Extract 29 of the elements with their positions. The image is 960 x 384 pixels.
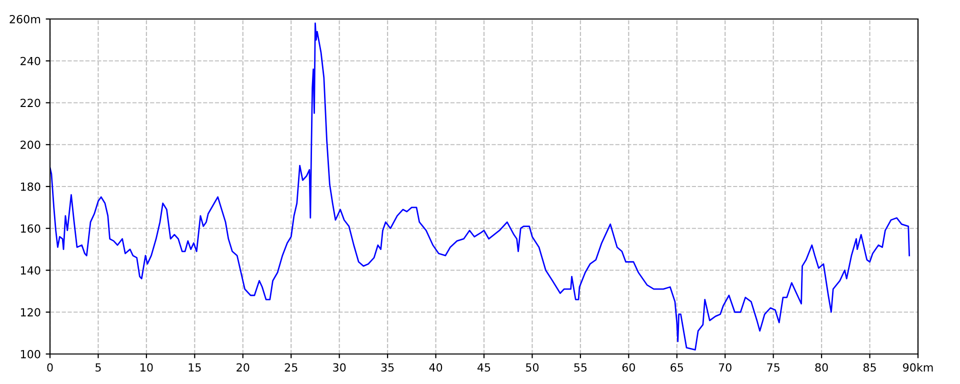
y-tick-label: 260m <box>10 14 40 24</box>
x-tick-label: 45 <box>477 363 490 372</box>
x-tick-label: 10 <box>140 363 153 372</box>
y-tick-label: 160 <box>20 224 40 233</box>
x-tick-label: 30 <box>333 363 346 372</box>
y-tick-label: 220 <box>20 98 40 108</box>
y-tick-label: 140 <box>20 266 40 275</box>
x-tick-label: 65 <box>670 363 683 372</box>
y-tick-label: 120 <box>20 308 40 317</box>
y-tick-label: 200 <box>20 140 40 150</box>
x-tick-label: 0 <box>47 363 53 372</box>
y-tick-label: 180 <box>20 182 40 191</box>
y-tick-label: 240 <box>20 56 40 66</box>
x-tick-label: 5 <box>96 363 101 372</box>
x-tick-label: 60 <box>622 363 635 372</box>
y-tick-label: 100 <box>20 350 40 358</box>
x-tick-label: 50 <box>526 363 539 372</box>
x-tick-label: 75 <box>767 363 780 372</box>
x-tick-label: 25 <box>284 363 298 372</box>
x-tick-label: 55 <box>574 363 587 372</box>
line-series <box>50 22 910 351</box>
x-tick-label: 20 <box>236 363 250 372</box>
x-tick-label: 70 <box>718 363 732 372</box>
x-tick-label: 40 <box>429 363 442 372</box>
x-tick-label: 35 <box>381 363 394 372</box>
x-tick-label: 15 <box>188 363 201 372</box>
x-tick-label: 85 <box>863 363 876 372</box>
x-tick-label: 80 <box>815 363 828 372</box>
x-tick-label: 90km <box>903 363 933 372</box>
